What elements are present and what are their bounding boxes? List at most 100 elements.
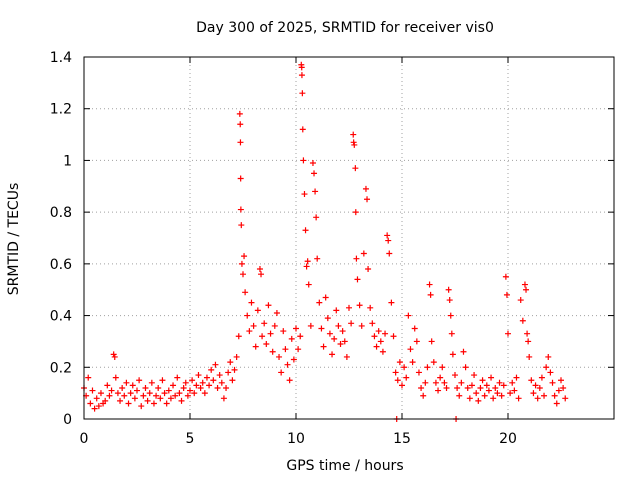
data-point: [153, 392, 160, 399]
data-point: [443, 384, 450, 391]
data-point: [144, 397, 151, 404]
data-point: [351, 141, 358, 148]
data-point: [256, 266, 263, 273]
data-point: [475, 397, 482, 404]
grid-lines: [84, 57, 614, 419]
data-point: [385, 237, 392, 244]
data-point: [146, 390, 153, 397]
data-point: [312, 188, 319, 195]
data-point: [373, 343, 380, 350]
data-point: [392, 369, 399, 376]
data-point: [555, 387, 562, 394]
data-point: [348, 320, 355, 327]
data-point: [237, 206, 244, 213]
data-point: [426, 281, 433, 288]
data-point: [462, 364, 469, 371]
data-point: [411, 325, 418, 332]
data-point: [282, 346, 289, 353]
data-points: [81, 61, 569, 422]
chart-title: Day 300 of 2025, SRMTID for receiver vis…: [196, 20, 494, 36]
data-point: [206, 382, 213, 389]
data-point: [298, 72, 305, 79]
data-point: [352, 209, 359, 216]
data-point: [498, 392, 505, 399]
data-point: [427, 291, 434, 298]
data-point: [384, 232, 391, 239]
data-point: [401, 364, 408, 371]
data-point: [174, 374, 181, 381]
data-point: [530, 390, 537, 397]
data-point: [422, 379, 429, 386]
data-point: [157, 395, 164, 402]
data-point: [248, 299, 255, 306]
data-point: [547, 369, 554, 376]
data-point: [335, 322, 342, 329]
data-point: [534, 395, 541, 402]
data-point: [464, 384, 471, 391]
data-point: [252, 343, 259, 350]
data-point: [452, 372, 458, 379]
data-point: [237, 121, 244, 128]
data-point: [549, 379, 556, 386]
data-point: [97, 390, 104, 397]
data-point: [301, 191, 308, 198]
data-point: [210, 377, 217, 384]
data-point: [437, 374, 444, 381]
data-point: [435, 387, 442, 394]
data-point: [176, 390, 183, 397]
data-point: [182, 379, 189, 386]
data-point: [303, 263, 310, 270]
data-point: [299, 126, 306, 133]
data-point: [227, 359, 234, 366]
data-point: [127, 390, 134, 397]
data-point: [148, 379, 155, 386]
plot-frame: [83, 56, 615, 420]
data-point: [320, 343, 327, 350]
data-point: [502, 273, 509, 280]
data-point: [545, 353, 552, 360]
data-point: [238, 260, 245, 267]
data-point: [225, 369, 232, 376]
data-point: [322, 294, 329, 301]
data-point: [460, 348, 467, 355]
data-point: [161, 390, 168, 397]
data-point: [536, 384, 543, 391]
data-point: [454, 384, 461, 391]
data-point: [129, 382, 136, 389]
data-point: [242, 289, 249, 296]
data-point: [415, 369, 422, 376]
data-point: [524, 330, 531, 337]
data-point: [350, 131, 357, 138]
data-point: [343, 353, 350, 360]
data-point: [114, 390, 121, 397]
data-point: [106, 392, 113, 399]
data-point: [172, 392, 179, 399]
data-point: [138, 403, 145, 410]
data-point: [541, 392, 548, 399]
data-point: [233, 353, 240, 360]
data-point: [314, 255, 321, 262]
data-point: [562, 395, 569, 402]
data-point: [515, 395, 522, 402]
data-point: [356, 302, 363, 309]
data-point: [532, 382, 539, 389]
data-point: [117, 397, 124, 404]
data-point: [258, 271, 265, 278]
y-tick-label: 0.8: [50, 205, 72, 221]
data-point: [236, 110, 243, 117]
data-point: [509, 379, 516, 386]
data-point: [238, 222, 245, 229]
data-point: [511, 387, 518, 394]
data-point: [199, 379, 206, 386]
data-point: [446, 297, 453, 304]
data-point: [304, 258, 311, 265]
data-point: [212, 361, 219, 368]
data-point: [125, 400, 132, 407]
data-point: [313, 214, 320, 221]
data-point: [311, 170, 318, 177]
y-tick-label: 0.2: [50, 360, 72, 376]
data-point: [159, 377, 166, 384]
data-point: [337, 341, 344, 348]
data-point: [399, 382, 405, 389]
data-point: [507, 390, 514, 397]
